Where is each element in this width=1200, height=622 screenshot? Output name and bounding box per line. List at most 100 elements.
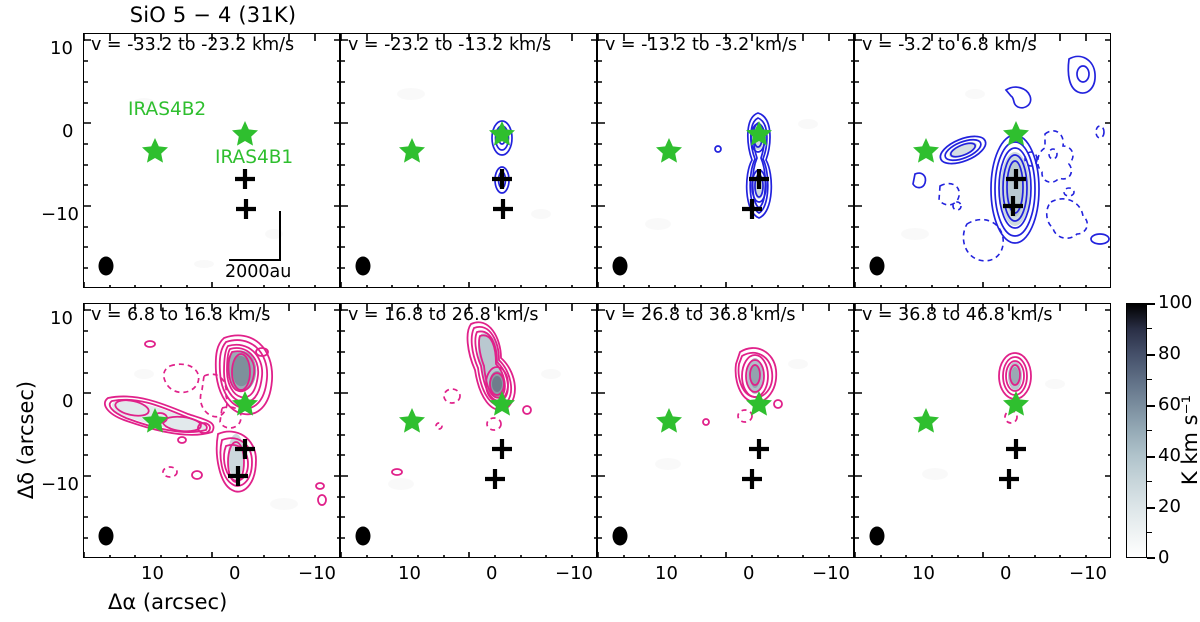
contours-blue — [714, 112, 773, 219]
star-marker-iras4b2 — [656, 408, 682, 433]
colorbar-tick-40 — [1147, 456, 1155, 458]
colorbar-tick-minor — [1147, 379, 1152, 381]
colorbar-tick-label-60: 60 — [1158, 394, 1181, 415]
panel-3-canvas — [598, 34, 853, 287]
x-tick-label-m10: −10 — [298, 563, 336, 584]
colorbar-tick-minor — [1147, 481, 1152, 483]
cross-marker-2 — [493, 199, 513, 219]
axis-ticks — [855, 34, 1110, 287]
x-tick-label-0: 0 — [229, 563, 241, 584]
scalebar-vertical — [279, 211, 282, 261]
star-marker-iras4b1 — [1003, 121, 1029, 146]
cross-marker-1 — [235, 169, 255, 189]
panel-7[interactable]: v = 26.8 to 36.8 km/s — [597, 303, 854, 558]
beam-ellipse — [355, 256, 371, 276]
panel-2-velocity-label: v = -23.2 to -13.2 km/s — [348, 35, 552, 55]
x-tick-label-10: 10 — [398, 563, 421, 584]
cross-marker-1 — [1006, 169, 1026, 189]
x-axis-label: Δα (arcsec) — [108, 590, 228, 614]
colorbar-tick-80 — [1147, 354, 1155, 356]
cross-marker-2 — [485, 469, 505, 489]
x-tick-label-10: 10 — [141, 563, 164, 584]
figure-title: SiO 5 − 4 (31K) — [129, 3, 297, 27]
panel-1[interactable]: v = -33.2 to -23.2 km/s IRAS4B2 IRAS4B1 … — [83, 33, 340, 288]
star-marker-iras4b2 — [399, 138, 425, 163]
beam-ellipse — [355, 526, 371, 546]
panel-7-velocity-label: v = 26.8 to 36.8 km/s — [605, 305, 796, 325]
contours-magenta-dashed — [162, 363, 242, 478]
cross-marker-2 — [228, 466, 248, 486]
star-marker-iras4b1 — [232, 391, 258, 416]
panel-5[interactable]: v = 6.8 to 16.8 km/s — [83, 303, 340, 558]
contours-magenta-dashed — [737, 409, 753, 423]
contours-blue-solid — [912, 55, 1110, 245]
emission-fill — [111, 350, 257, 478]
panel-8[interactable]: v = 36.8 to 46.8 km/s — [854, 303, 1111, 558]
star-marker-iras4b1 — [1003, 391, 1029, 416]
x-tick-label-0: 0 — [743, 563, 755, 584]
cross-marker-1 — [235, 439, 255, 459]
cross-marker-2 — [742, 199, 762, 219]
star-marker-iras4b2 — [399, 408, 425, 433]
cross-marker-1 — [1006, 439, 1026, 459]
panel-4-canvas — [855, 34, 1110, 287]
panel-6[interactable]: v = 16.8 to 26.8 km/s — [340, 303, 597, 558]
scalebar-label: 2000au — [225, 262, 292, 282]
panel-8-canvas — [855, 304, 1110, 557]
star-marker-iras4b2 — [142, 408, 168, 433]
colorbar-tick-minor — [1147, 430, 1152, 432]
cross-marker-2 — [742, 469, 762, 489]
cross-marker-2 — [1003, 196, 1023, 216]
y-tick-label-top-0: 0 — [62, 121, 74, 142]
panel-3[interactable]: v = -13.2 to -3.2 km/s — [597, 33, 854, 288]
cross-marker-1 — [492, 169, 512, 189]
y-tick-label-bot-0: 0 — [62, 391, 74, 412]
x-tick-label-m10: −10 — [555, 563, 593, 584]
x-tick-label-0: 0 — [486, 563, 498, 584]
colorbar-tick-label-0: 0 — [1158, 547, 1170, 568]
contours-blue-dashed — [938, 125, 1105, 262]
star-marker-iras4b1 — [746, 391, 772, 416]
star-marker-iras4b2 — [656, 138, 682, 163]
y-tick-label-bot-10: 10 — [50, 308, 73, 329]
beam-ellipse — [612, 526, 628, 546]
colorbar-tick-20 — [1147, 507, 1155, 509]
beam-ellipse — [869, 526, 885, 546]
colorbar-tick-minor — [1147, 532, 1152, 534]
star-marker-iras4b1 — [746, 121, 772, 146]
star-marker-iras4b2 — [142, 138, 168, 163]
label-iras4b1: IRAS4B1 — [215, 147, 294, 168]
x-tick-label-0: 0 — [1000, 563, 1012, 584]
panel-2[interactable]: v = -23.2 to -13.2 km/s — [340, 33, 597, 288]
panel-4-velocity-label: v = -3.2 to 6.8 km/s — [862, 35, 1037, 55]
colorbar-tick-label-40: 40 — [1158, 445, 1181, 466]
x-tick-label-10: 10 — [912, 563, 935, 584]
axis-ticks — [341, 304, 596, 557]
colorbar-tick-label-20: 20 — [1158, 496, 1181, 517]
noise — [132, 98, 283, 268]
colorbar-tick-label-100: 100 — [1158, 292, 1193, 313]
x-tick-label-m10: −10 — [812, 563, 850, 584]
y-tick-label-bot-m10: −10 — [41, 474, 79, 495]
axis-ticks — [598, 34, 853, 287]
y-tick-label-top-m10: −10 — [41, 204, 79, 225]
star-marker-iras4b2 — [913, 138, 939, 163]
panel-1-velocity-label: v = -33.2 to -23.2 km/s — [91, 35, 295, 55]
panel-4[interactable]: v = -3.2 to 6.8 km/s — [854, 33, 1111, 288]
contours-magenta-solid — [391, 321, 532, 476]
panel-6-canvas — [341, 304, 596, 557]
cross-marker-1 — [749, 169, 769, 189]
colorbar-tick-0 — [1147, 557, 1155, 559]
axis-ticks — [598, 304, 853, 557]
colorbar[interactable] — [1126, 303, 1147, 558]
colorbar-tick-minor — [1147, 328, 1152, 330]
beam-ellipse — [612, 256, 628, 276]
cross-marker-1 — [749, 439, 769, 459]
panel-8-velocity-label: v = 36.8 to 46.8 km/s — [862, 305, 1053, 325]
colorbar-tick-label-80: 80 — [1158, 343, 1181, 364]
axis-ticks — [855, 304, 1110, 557]
panel-1-canvas — [84, 34, 339, 287]
cross-marker-1 — [492, 439, 512, 459]
y-tick-label-top-10: 10 — [50, 38, 73, 59]
